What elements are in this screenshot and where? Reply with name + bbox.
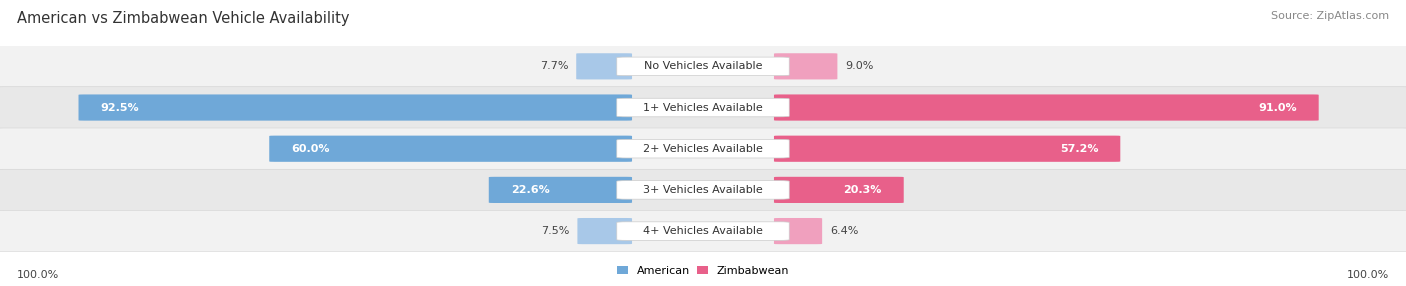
Text: 91.0%: 91.0% (1258, 103, 1296, 112)
Text: 6.4%: 6.4% (830, 226, 859, 236)
FancyBboxPatch shape (0, 87, 1406, 128)
FancyBboxPatch shape (0, 128, 1406, 169)
Text: 20.3%: 20.3% (844, 185, 882, 195)
Text: 3+ Vehicles Available: 3+ Vehicles Available (643, 185, 763, 195)
Text: American vs Zimbabwean Vehicle Availability: American vs Zimbabwean Vehicle Availabil… (17, 11, 349, 26)
Text: 22.6%: 22.6% (510, 185, 550, 195)
FancyBboxPatch shape (0, 169, 1406, 210)
Text: 7.7%: 7.7% (540, 61, 568, 71)
Legend: American, Zimbabwean: American, Zimbabwean (613, 261, 793, 281)
FancyBboxPatch shape (617, 181, 789, 199)
FancyBboxPatch shape (578, 218, 633, 244)
Text: 92.5%: 92.5% (100, 103, 139, 112)
FancyBboxPatch shape (617, 222, 789, 240)
FancyBboxPatch shape (617, 57, 789, 76)
Text: 57.2%: 57.2% (1060, 144, 1098, 154)
FancyBboxPatch shape (79, 94, 633, 121)
Text: 1+ Vehicles Available: 1+ Vehicles Available (643, 103, 763, 112)
FancyBboxPatch shape (617, 140, 789, 158)
Text: 7.5%: 7.5% (541, 226, 569, 236)
Text: 100.0%: 100.0% (17, 270, 59, 279)
Text: Source: ZipAtlas.com: Source: ZipAtlas.com (1271, 11, 1389, 21)
Text: 2+ Vehicles Available: 2+ Vehicles Available (643, 144, 763, 154)
FancyBboxPatch shape (773, 53, 838, 80)
FancyBboxPatch shape (270, 136, 633, 162)
FancyBboxPatch shape (773, 94, 1319, 121)
FancyBboxPatch shape (773, 177, 904, 203)
Text: No Vehicles Available: No Vehicles Available (644, 61, 762, 71)
FancyBboxPatch shape (576, 53, 633, 80)
FancyBboxPatch shape (489, 177, 633, 203)
FancyBboxPatch shape (0, 46, 1406, 87)
Text: 60.0%: 60.0% (291, 144, 329, 154)
FancyBboxPatch shape (617, 98, 789, 117)
Text: 4+ Vehicles Available: 4+ Vehicles Available (643, 226, 763, 236)
FancyBboxPatch shape (0, 210, 1406, 252)
FancyBboxPatch shape (773, 136, 1121, 162)
Text: 9.0%: 9.0% (845, 61, 873, 71)
Text: 100.0%: 100.0% (1347, 270, 1389, 279)
FancyBboxPatch shape (773, 218, 823, 244)
